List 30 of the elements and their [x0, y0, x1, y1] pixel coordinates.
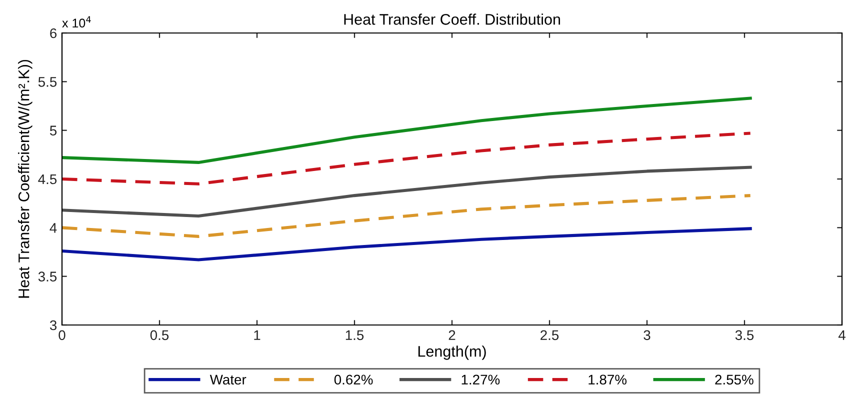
legend-label: 1.27%	[462, 374, 500, 385]
x-tick-label: 3.5	[735, 330, 754, 340]
line-series	[62, 166, 752, 218]
line-series	[62, 194, 752, 238]
y-tick-label: 4.5	[38, 174, 57, 184]
x-tick-label: 0	[58, 330, 66, 340]
x-tick-label: 0.5	[150, 330, 169, 340]
y-axis-title: Heat Transfer Coefficient(W/(m².K))	[18, 60, 32, 298]
x-tick-label: 3	[644, 330, 650, 340]
line-series	[62, 227, 752, 262]
y-tick-label: 5.5	[38, 77, 57, 87]
x-axis-title: Length(m)	[418, 346, 486, 360]
x-tick-label: 2	[448, 330, 456, 340]
legend-label: 1.87%	[588, 374, 627, 385]
text: x 10$^{4}$	[62, 16, 91, 28]
x-tick-label: 1	[254, 330, 260, 340]
y-tick-label: 6	[50, 28, 57, 38]
line-series	[62, 132, 752, 186]
chart-title: Heat Transfer Coeff. Distribution	[344, 14, 560, 25]
y-tick-label: 3	[50, 320, 57, 330]
y-tick-label: 5	[50, 126, 57, 136]
legend-label: 0.62%	[334, 374, 373, 385]
x-tick-label: 4	[838, 330, 846, 340]
legend-label: Water	[210, 374, 246, 385]
legend-label: 2.55%	[715, 374, 754, 385]
y-tick-label: 3.5	[38, 272, 57, 282]
x-tick-label: 1.5	[346, 330, 364, 340]
x-tick-label: 2.5	[540, 330, 559, 340]
y-tick-label: 4	[50, 223, 57, 233]
line-series	[62, 96, 752, 164]
